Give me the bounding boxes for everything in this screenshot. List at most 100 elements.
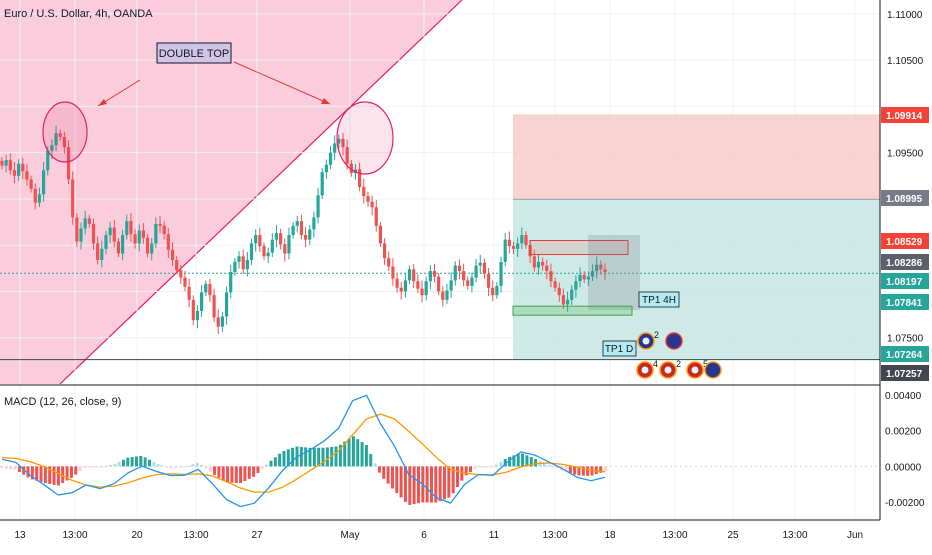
candle-body — [324, 164, 328, 173]
macd-histogram-bar — [438, 466, 442, 502]
macd-histogram-bar — [65, 466, 69, 481]
candle-body — [495, 285, 499, 296]
double-top-circle-left — [42, 101, 88, 163]
time-axis-tick: 13 — [14, 530, 26, 541]
macd-histogram-bar — [252, 466, 256, 477]
macd-histogram-bar — [147, 459, 151, 467]
short-entry-box — [529, 240, 629, 256]
macd-histogram-bar — [416, 466, 420, 504]
macd-histogram-bar — [473, 466, 477, 469]
candle-body — [150, 243, 154, 254]
macd-histogram-bar — [0, 466, 4, 469]
economic-event-badge[interactable]: 5 — [686, 359, 708, 379]
economic-event-badge[interactable]: 2 — [637, 330, 659, 350]
price-label-value: 1.08529 — [886, 237, 923, 248]
arrow-right-head — [321, 98, 330, 104]
candle-body — [549, 271, 553, 282]
candle-body — [599, 264, 603, 270]
macd-histogram-bar — [525, 455, 529, 467]
candle-body — [216, 317, 220, 327]
candle-body — [112, 227, 116, 242]
macd-histogram-bar — [269, 460, 273, 467]
candle-body — [258, 235, 262, 247]
time-axis-tick: 25 — [727, 530, 739, 541]
candle-body — [12, 170, 17, 176]
candle-body — [233, 261, 237, 273]
macd-histogram-bar — [568, 466, 572, 474]
candle-body — [50, 145, 54, 151]
event-flag-icon — [665, 332, 683, 350]
time-axis-tick: 27 — [251, 530, 263, 541]
macd-histogram-bar — [495, 464, 499, 467]
macd-histogram-bar — [547, 465, 551, 467]
candle-body — [137, 230, 141, 244]
macd-histogram-bar — [434, 466, 438, 503]
macd-histogram-bar — [226, 466, 230, 483]
macd-line — [1, 394, 606, 508]
candle-body — [303, 235, 308, 240]
macd-histogram-bar — [217, 466, 221, 478]
candle-body — [603, 269, 607, 273]
price-label-value: 1.08286 — [886, 258, 923, 269]
stop-loss-zone — [513, 114, 880, 200]
economic-event-badge[interactable]: 4 — [636, 359, 658, 379]
candle-body — [545, 265, 549, 272]
candle-body — [283, 244, 287, 254]
candle-body — [349, 163, 353, 174]
candle-body — [33, 188, 37, 203]
macd-histogram-bar — [74, 466, 78, 475]
candle-body — [145, 237, 150, 254]
candle-body — [262, 246, 266, 257]
price-label-value: 1.07257 — [886, 369, 923, 380]
macd-histogram-bar — [317, 447, 321, 467]
macd-axis-tick: -0.00200 — [885, 498, 925, 509]
macd-histogram-bar — [52, 466, 56, 485]
candle-body — [595, 264, 599, 272]
macd-histogram-bar — [321, 447, 325, 467]
macd-histogram-bar — [243, 466, 247, 481]
candle-body — [66, 147, 71, 180]
macd-histogram-bar — [395, 466, 399, 494]
macd-histogram-bar — [22, 466, 26, 475]
arrow-left-head — [98, 99, 107, 106]
candle-body — [499, 261, 503, 286]
candle-body — [87, 218, 91, 224]
candle-body — [104, 235, 108, 249]
macd-histogram-bar — [174, 466, 178, 468]
projection-box — [588, 235, 640, 310]
macd-histogram-bar — [121, 459, 125, 467]
price-label-tag — [881, 273, 929, 289]
candle-body — [108, 227, 112, 236]
macd-histogram-bar — [182, 466, 186, 468]
time-axis-tick: 6 — [421, 530, 427, 541]
macd-histogram-bar — [165, 466, 169, 468]
candle-body — [254, 235, 258, 244]
price-label-value: 1.08995 — [886, 194, 923, 205]
price-label-value: 1.07264 — [886, 350, 923, 361]
macd-histogram-bar — [534, 459, 538, 467]
time-axis-tick: Jun — [847, 530, 863, 541]
candle-body — [557, 287, 561, 296]
macd-histogram-bar — [442, 466, 446, 500]
candle-body — [453, 265, 457, 281]
candle-body — [578, 274, 582, 282]
candle-body — [366, 196, 370, 202]
candle-body — [299, 221, 304, 236]
price-label-tag — [881, 254, 929, 270]
candle-body — [100, 248, 104, 261]
candle-body — [266, 252, 270, 257]
candle-body — [486, 273, 491, 288]
candle-body — [586, 276, 590, 280]
macd-histogram-bar — [347, 438, 351, 467]
macd-histogram-bar — [577, 466, 581, 476]
macd-histogram-bar — [364, 445, 368, 467]
economic-event-badge[interactable]: 2 — [659, 359, 681, 379]
macd-histogram-bar — [69, 466, 73, 478]
candle-body — [378, 225, 383, 244]
macd-histogram-bar — [143, 457, 147, 467]
candle-body — [553, 281, 557, 288]
candle-body — [158, 223, 162, 226]
time-axis-tick: 11 — [489, 530, 500, 541]
